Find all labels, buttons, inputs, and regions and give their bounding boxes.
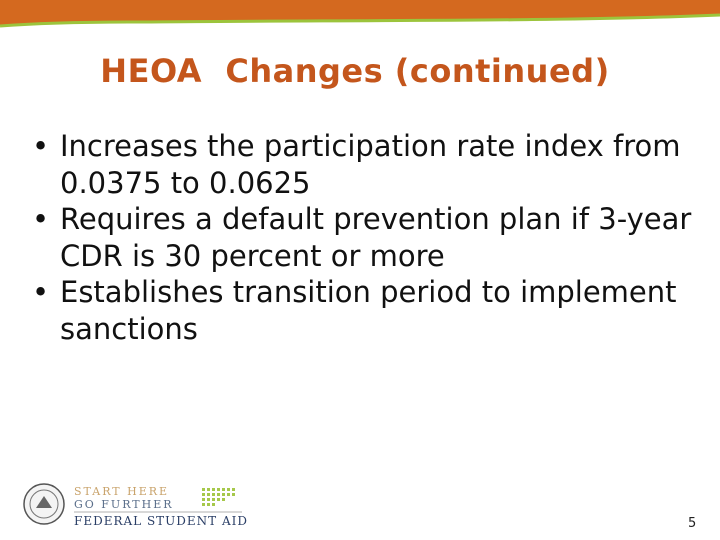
bullet: Increases the participation rate index f…	[28, 128, 700, 201]
bullet: Requires a default prevention plan if 3-…	[28, 201, 700, 274]
logo-graphics	[23, 483, 242, 525]
page-number: 5	[688, 516, 697, 531]
bullet-list: Increases the participation rate index f…	[28, 128, 700, 347]
logo-text: FEDERAL STUDENT AID	[74, 514, 249, 528]
top-banner	[0, 0, 720, 28]
bullet: Establishes transition period to impleme…	[28, 274, 700, 347]
banner-line	[0, 13, 720, 28]
banner-wave	[0, 0, 720, 26]
logo-text: START HERE	[74, 485, 170, 498]
logo-text: GO FURTHER	[74, 498, 174, 511]
slide-title: HEOA Changes (continued)	[100, 52, 610, 90]
